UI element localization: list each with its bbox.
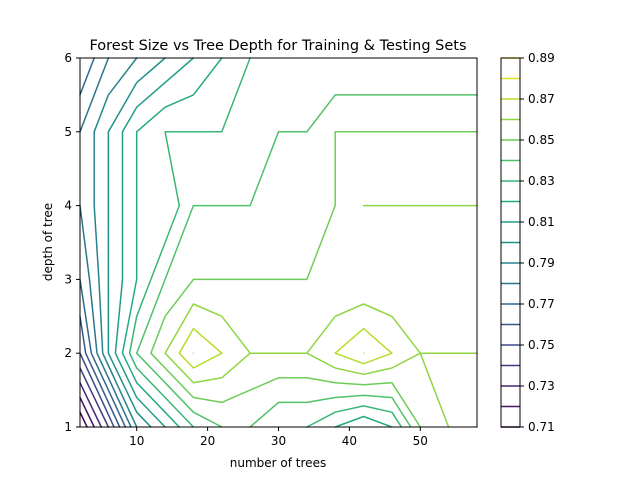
plot-area: 10 20 30 40 50 1 2 3 4 5 6 [64,51,478,448]
contour-level-line [79,411,88,428]
contour-lines [79,57,478,428]
y-tick-label: 6 [64,51,72,65]
x-axis-label: number of trees [230,456,326,470]
contour-level-line [107,57,166,428]
colorbar-frame [500,57,521,428]
chart-title: Forest Size vs Tree Depth for Training &… [89,38,466,54]
colorbar-tick-label: 0.75 [528,338,555,352]
colorbar-tick-label: 0.83 [528,174,555,188]
y-tick-label: 5 [64,125,72,139]
colorbar-tick-label: 0.87 [528,92,555,106]
colorbar-level-lines [501,57,520,428]
colorbar-tick-label: 0.71 [528,420,555,434]
colorbar-tick-label: 0.79 [528,256,555,270]
x-tick-label: 40 [342,434,357,448]
x-axis-ticks: 10 20 30 40 50 [129,427,428,448]
contour-level-line [79,57,127,428]
x-tick-label: 50 [413,434,428,448]
y-axis-label: depth of tree [41,203,55,281]
colorbar-ticks: 0.71 0.73 0.75 0.77 0.79 0.81 0.83 0.85 0.87 0.89 [520,51,555,434]
contour-level-line [79,315,121,428]
contour-level-line [79,381,103,428]
contour-level-line [79,367,110,428]
contour-level-line [93,57,138,428]
colorbar-tick-label: 0.85 [528,133,555,147]
contour-level-line [178,327,478,428]
contour-level-line [135,94,478,428]
y-tick-label: 4 [64,199,72,213]
x-tick-label: 30 [271,434,286,448]
y-tick-label: 2 [64,346,72,360]
contour-level-line [79,352,115,428]
y-tick-label: 1 [64,420,72,434]
y-tick-label: 3 [64,272,72,286]
contour-level-line [164,204,478,428]
x-tick-label: 10 [129,434,144,448]
colorbar-tick-label: 0.81 [528,215,555,229]
contour-level-line [121,57,393,428]
colorbar-tick-label: 0.77 [528,297,555,311]
contour-level-line [79,57,132,428]
y-axis-ticks: 1 2 3 4 5 6 [64,51,80,434]
contour-level-line [128,57,403,428]
contour-level-line [79,396,95,428]
plot-background [80,58,477,427]
colorbar-tick-label: 0.89 [528,51,555,65]
colorbar: 0.71 0.73 0.75 0.77 0.79 0.81 0.83 0.85 0.87 0.89 [500,51,555,434]
colorbar-tick-label: 0.73 [528,379,555,393]
contour-level-line [150,131,478,428]
x-tick-label: 20 [200,434,215,448]
contour-level-line [114,57,195,428]
